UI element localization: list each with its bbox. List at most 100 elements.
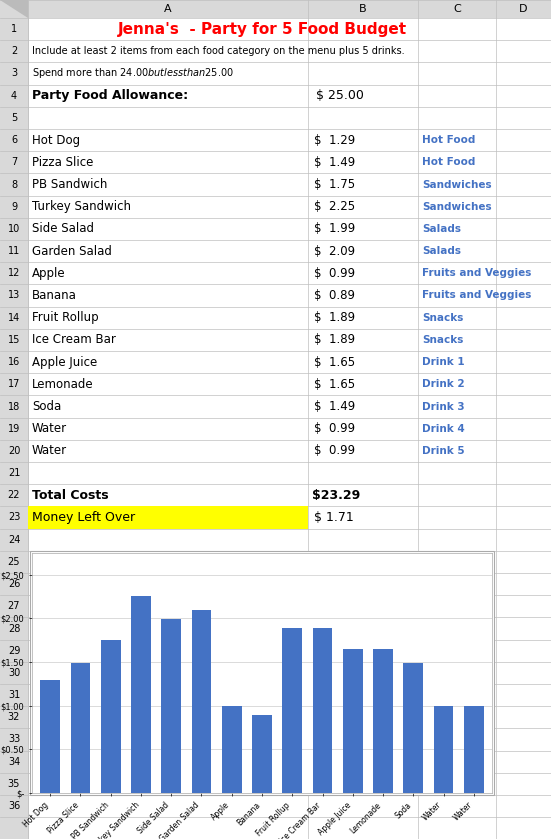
Text: Garden Salad: Garden Salad <box>32 245 112 258</box>
Text: Drink 5: Drink 5 <box>422 446 464 456</box>
Text: Snacks: Snacks <box>422 335 463 345</box>
Text: 27: 27 <box>8 602 20 612</box>
Text: 7: 7 <box>11 157 17 167</box>
Bar <box>434 706 453 793</box>
Text: 9: 9 <box>11 201 17 211</box>
Text: 15: 15 <box>8 335 20 345</box>
Text: 29: 29 <box>8 646 20 656</box>
Text: 16: 16 <box>8 357 20 367</box>
Text: 36: 36 <box>8 801 20 811</box>
Text: 14: 14 <box>8 313 20 323</box>
Text: Water: Water <box>32 422 67 435</box>
Text: 25: 25 <box>8 557 20 567</box>
Text: $  1.49: $ 1.49 <box>314 400 355 413</box>
Text: 4: 4 <box>11 91 17 101</box>
Text: Hot Dog: Hot Dog <box>32 133 80 147</box>
Text: Jenna's  - Party for 5 Food Budget: Jenna's - Party for 5 Food Budget <box>117 22 407 37</box>
Text: $  0.99: $ 0.99 <box>314 267 355 279</box>
Bar <box>222 706 241 793</box>
Text: Drink 3: Drink 3 <box>422 402 464 411</box>
Text: Money Left Over: Money Left Over <box>32 511 135 524</box>
Text: $ 1.71: $ 1.71 <box>314 511 354 524</box>
Text: $  0.99: $ 0.99 <box>314 422 355 435</box>
Text: Sandwiches: Sandwiches <box>422 201 491 211</box>
Text: $23.29: $23.29 <box>312 489 360 502</box>
Text: D: D <box>519 4 528 14</box>
Bar <box>131 597 151 793</box>
Text: Salads: Salads <box>422 224 461 234</box>
Text: 31: 31 <box>8 690 20 700</box>
Bar <box>403 663 423 793</box>
Text: 11: 11 <box>8 246 20 256</box>
Text: 17: 17 <box>8 379 20 389</box>
Text: Turkey Sandwich: Turkey Sandwich <box>32 201 131 213</box>
Text: $ 25.00: $ 25.00 <box>316 89 364 102</box>
Text: 30: 30 <box>8 668 20 678</box>
Text: $  0.89: $ 0.89 <box>314 289 355 302</box>
Text: 32: 32 <box>8 712 20 722</box>
Bar <box>0 0 551 18</box>
Text: Drink 1: Drink 1 <box>422 357 464 367</box>
Bar <box>192 611 212 793</box>
Text: 6: 6 <box>11 135 17 145</box>
Text: $  1.49: $ 1.49 <box>314 156 355 169</box>
Bar <box>71 663 90 793</box>
Text: 12: 12 <box>8 268 20 279</box>
Text: 34: 34 <box>8 757 20 767</box>
Text: Fruit Rollup: Fruit Rollup <box>32 311 99 324</box>
Bar <box>0 0 28 839</box>
Text: Apple: Apple <box>32 267 66 279</box>
Bar <box>252 715 272 793</box>
Text: Ice Cream Bar: Ice Cream Bar <box>32 333 116 347</box>
Text: Fruits and Veggies: Fruits and Veggies <box>422 268 531 279</box>
Text: PB Sandwich: PB Sandwich <box>32 178 107 191</box>
Text: Lemonade: Lemonade <box>32 378 94 391</box>
Text: $  0.99: $ 0.99 <box>314 445 355 457</box>
Text: Banana: Banana <box>32 289 77 302</box>
Text: Fruits and Veggies: Fruits and Veggies <box>422 290 531 300</box>
Bar <box>30 550 494 795</box>
Text: Pizza Slice: Pizza Slice <box>32 156 93 169</box>
Text: 19: 19 <box>8 424 20 434</box>
Text: 13: 13 <box>8 290 20 300</box>
Bar <box>373 649 393 793</box>
Text: $  1.75: $ 1.75 <box>314 178 355 191</box>
Bar <box>464 706 484 793</box>
Bar <box>161 619 181 793</box>
Text: 24: 24 <box>8 534 20 545</box>
Text: $  1.89: $ 1.89 <box>314 333 355 347</box>
Bar <box>40 680 60 793</box>
Text: Snacks: Snacks <box>422 313 463 323</box>
Text: $  1.99: $ 1.99 <box>314 222 355 236</box>
Text: Sandwiches: Sandwiches <box>422 180 491 190</box>
Text: $  1.29: $ 1.29 <box>314 133 355 147</box>
Text: Apple Juice: Apple Juice <box>32 356 97 368</box>
Text: 8: 8 <box>11 180 17 190</box>
Text: 3: 3 <box>11 69 17 79</box>
Text: 20: 20 <box>8 446 20 456</box>
Text: Soda: Soda <box>32 400 61 413</box>
Text: 22: 22 <box>8 490 20 500</box>
Text: 10: 10 <box>8 224 20 234</box>
Text: Hot Food: Hot Food <box>422 157 476 167</box>
Bar <box>28 507 308 529</box>
Text: 1: 1 <box>11 24 17 34</box>
Bar <box>312 628 332 793</box>
Text: A: A <box>164 4 172 14</box>
Text: 26: 26 <box>8 579 20 589</box>
Text: $  2.25: $ 2.25 <box>314 201 355 213</box>
Text: 18: 18 <box>8 402 20 411</box>
Text: Salads: Salads <box>422 246 461 256</box>
Text: Include at least 2 items from each food category on the menu plus 5 drinks.: Include at least 2 items from each food … <box>32 46 404 56</box>
Text: B: B <box>359 4 367 14</box>
Text: 35: 35 <box>8 779 20 789</box>
Text: 28: 28 <box>8 623 20 633</box>
Text: Side Salad: Side Salad <box>32 222 94 236</box>
Text: 5: 5 <box>11 113 17 122</box>
Text: $  1.89: $ 1.89 <box>314 311 355 324</box>
Text: 33: 33 <box>8 734 20 744</box>
Text: 2: 2 <box>11 46 17 56</box>
Text: 21: 21 <box>8 468 20 478</box>
Text: Spend more than $24.00 but less than $25.00: Spend more than $24.00 but less than $25… <box>32 66 234 81</box>
Bar <box>101 640 121 793</box>
